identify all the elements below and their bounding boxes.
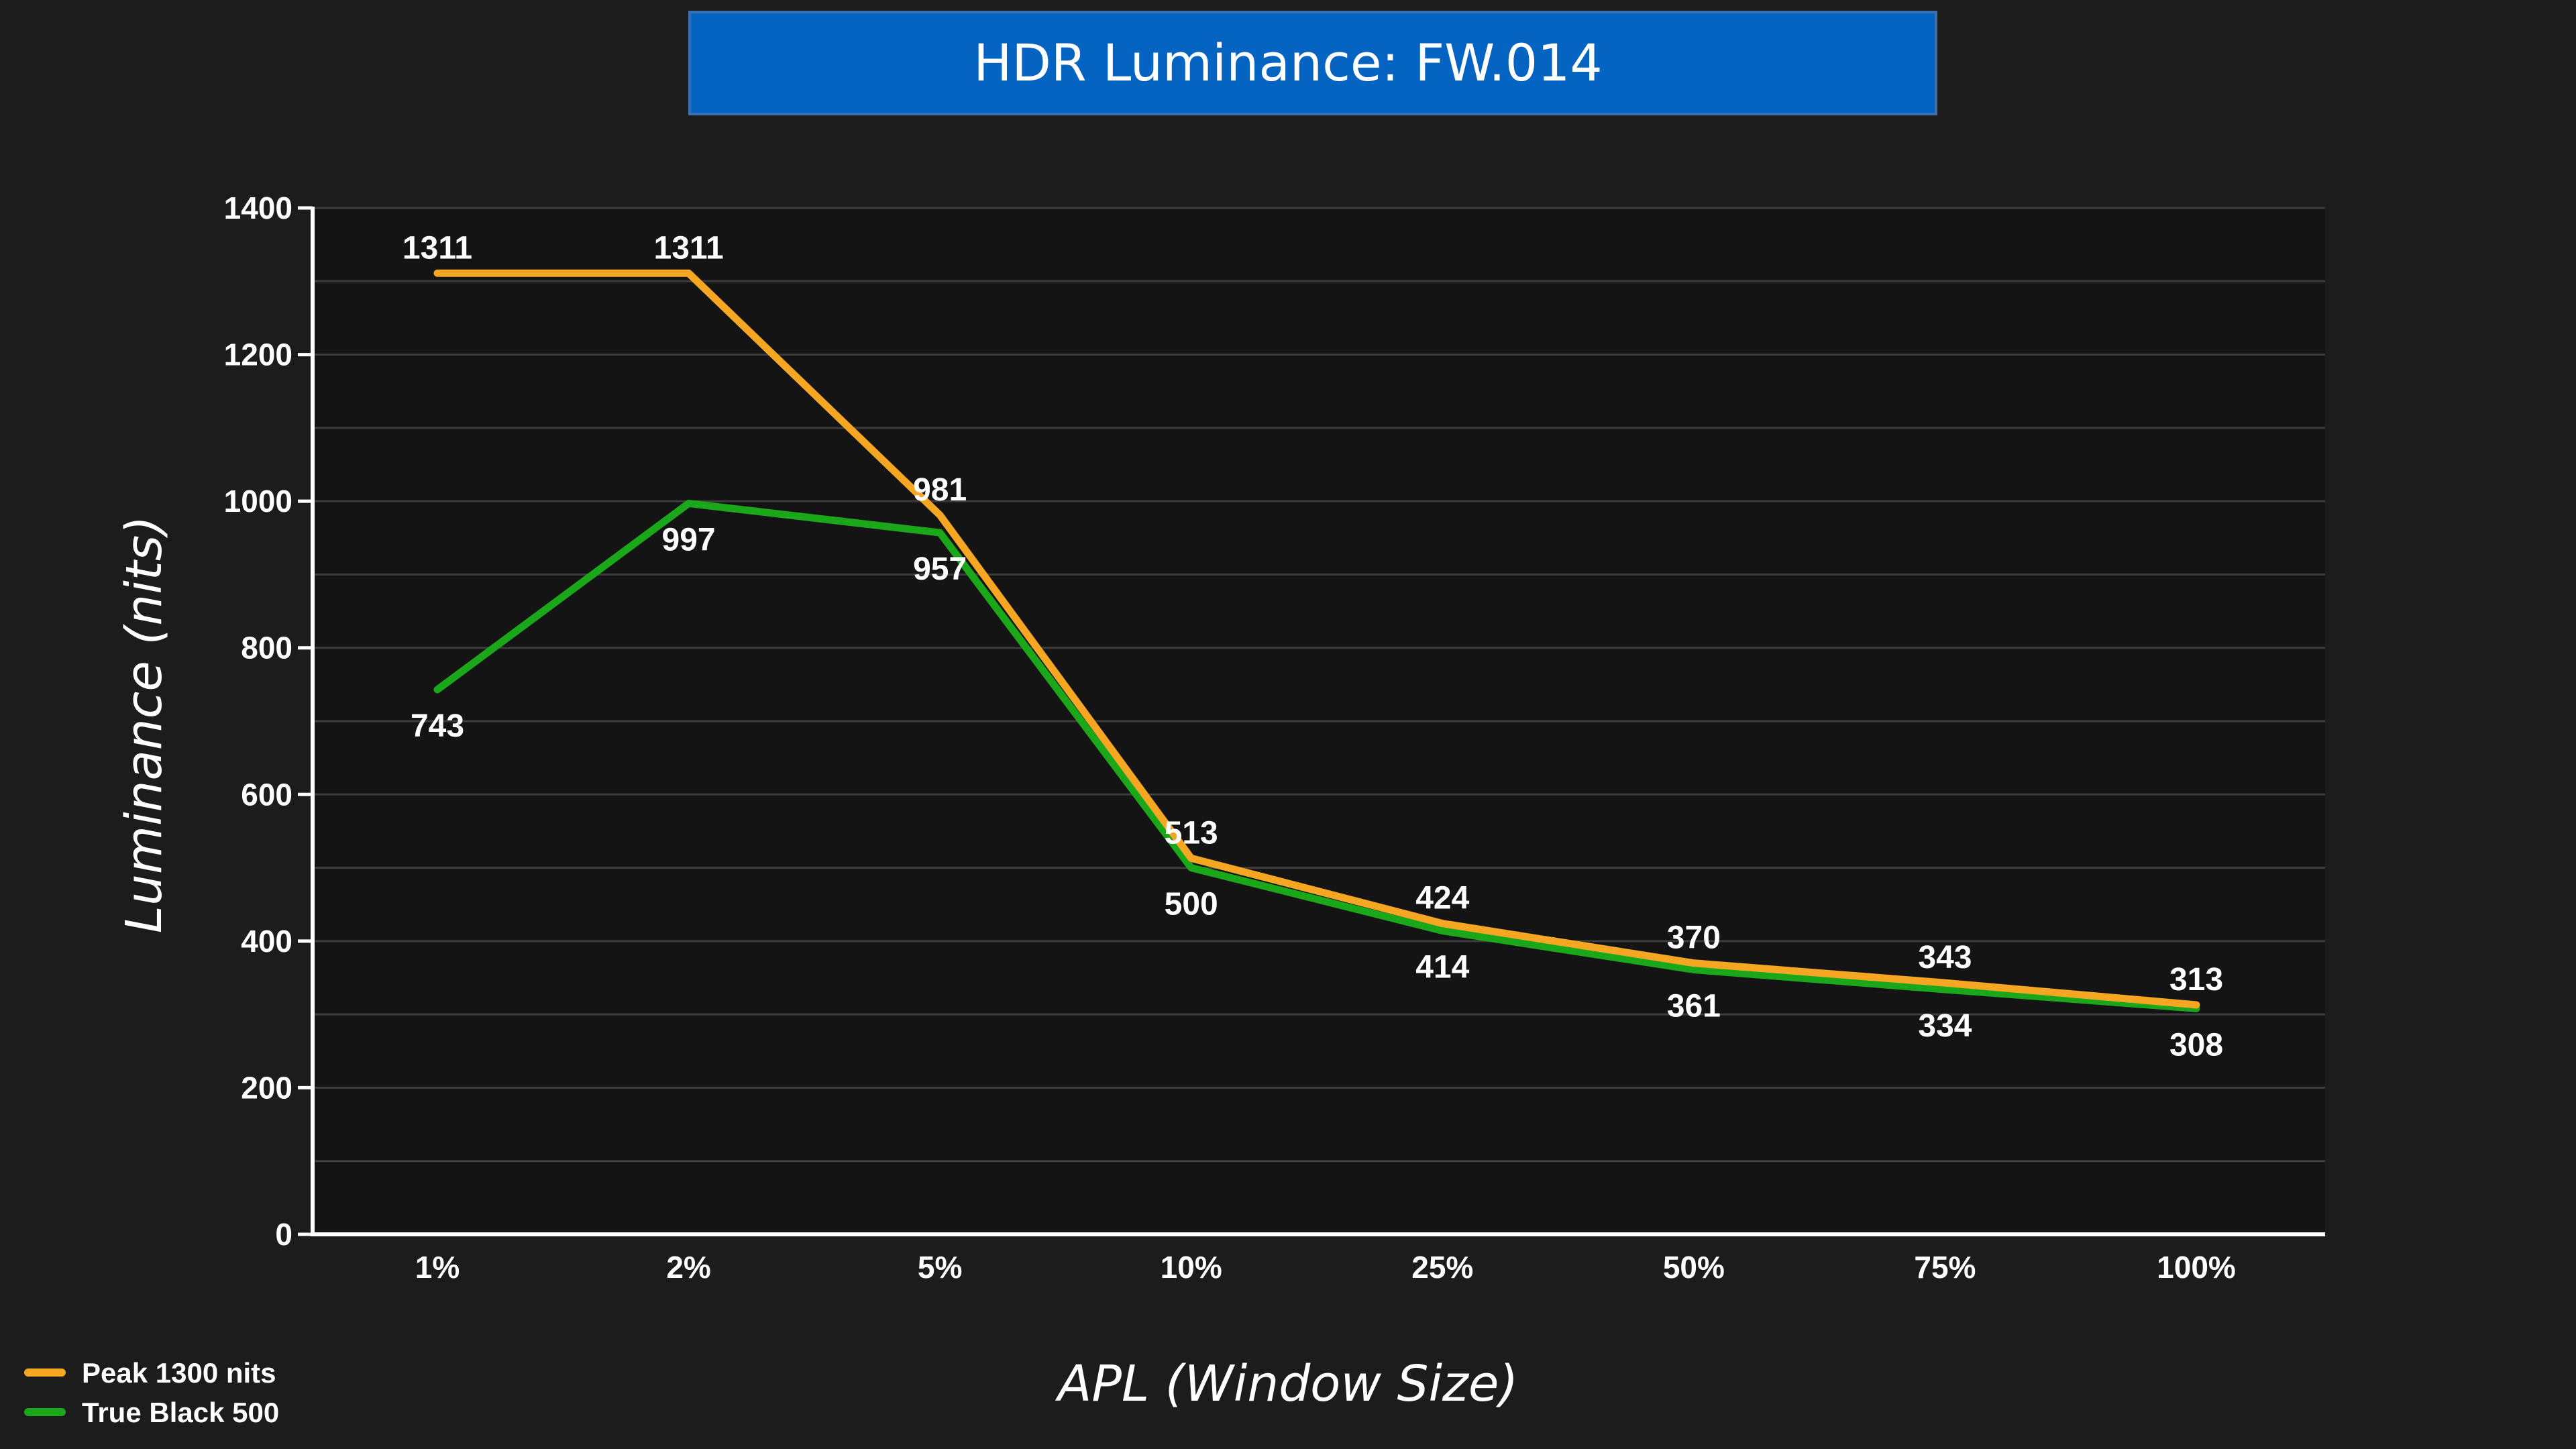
y-tick-label: 1000	[224, 484, 292, 519]
x-tick-label: 25%	[1411, 1250, 1473, 1285]
data-label-peak-1300: 1311	[402, 230, 472, 266]
x-tick-label: 100%	[2157, 1250, 2236, 1285]
data-label-true-black-500: 361	[1667, 988, 1721, 1024]
data-label-true-black-500: 308	[2169, 1027, 2223, 1063]
legend: Peak 1300 nits True Black 500	[24, 1357, 279, 1428]
data-label-peak-1300: 1311	[654, 230, 724, 266]
data-label-peak-1300: 313	[2169, 962, 2223, 998]
x-axis-title: APL (Window Size)	[1055, 1355, 1519, 1413]
legend-label-true-black-500: True Black 500	[82, 1397, 279, 1428]
data-label-peak-1300: 424	[1415, 881, 1469, 916]
data-label-peak-1300: 343	[1918, 940, 1972, 975]
data-label-true-black-500: 500	[1165, 887, 1218, 922]
chart-title: HDR Luminance: FW.014	[973, 33, 1603, 93]
chart-title-background	[688, 11, 1937, 115]
series-line-peak-1300	[433, 269, 2200, 1009]
data-label-peak-1300: 981	[913, 472, 967, 508]
chart-title-bar: HDR Luminance: FW.014	[688, 11, 1937, 115]
series-lines	[433, 269, 2200, 1012]
data-label-true-black-500: 997	[662, 522, 716, 557]
data-label-true-black-500: 743	[411, 708, 464, 744]
y-tick-label: 400	[241, 924, 292, 959]
data-label-true-black-500: 414	[1415, 950, 1469, 985]
x-tick-label: 75%	[1914, 1250, 1976, 1285]
y-tick-label: 600	[241, 777, 292, 812]
x-tick-label: 2%	[666, 1250, 710, 1285]
x-tick-label: 5%	[918, 1250, 962, 1285]
data-label-peak-1300: 513	[1165, 815, 1218, 851]
y-tick-label: 0	[275, 1217, 292, 1252]
y-axis-ticks: 0 200 400 600 800 1000 1200 1400	[224, 191, 313, 1252]
x-axis-ticks: 1% 2% 5% 10% 25% 50% 75% 100%	[415, 1250, 2236, 1285]
series-line-true-black-500	[433, 499, 2200, 1012]
x-tick-label: 10%	[1161, 1250, 1222, 1285]
data-label-true-black-500: 334	[1918, 1008, 1972, 1044]
data-label-true-black-500: 957	[913, 551, 967, 587]
y-tick-label: 200	[241, 1070, 292, 1105]
y-tick-label: 800	[241, 631, 292, 665]
data-label-peak-1300: 370	[1667, 920, 1721, 956]
x-tick-label: 50%	[1663, 1250, 1725, 1285]
axes	[311, 207, 2325, 1236]
data-labels: 1311 743 1311 997 981 957 513 500 424 414 370 361 34…	[402, 230, 2223, 1063]
y-tick-label: 1400	[224, 191, 292, 225]
legend-label-peak-1300: Peak 1300 nits	[82, 1357, 276, 1389]
gridlines	[313, 207, 2325, 1163]
y-tick-label: 1200	[224, 337, 292, 372]
x-tick-label: 1%	[415, 1250, 460, 1285]
y-axis-title: Luminance (nits)	[115, 516, 173, 933]
